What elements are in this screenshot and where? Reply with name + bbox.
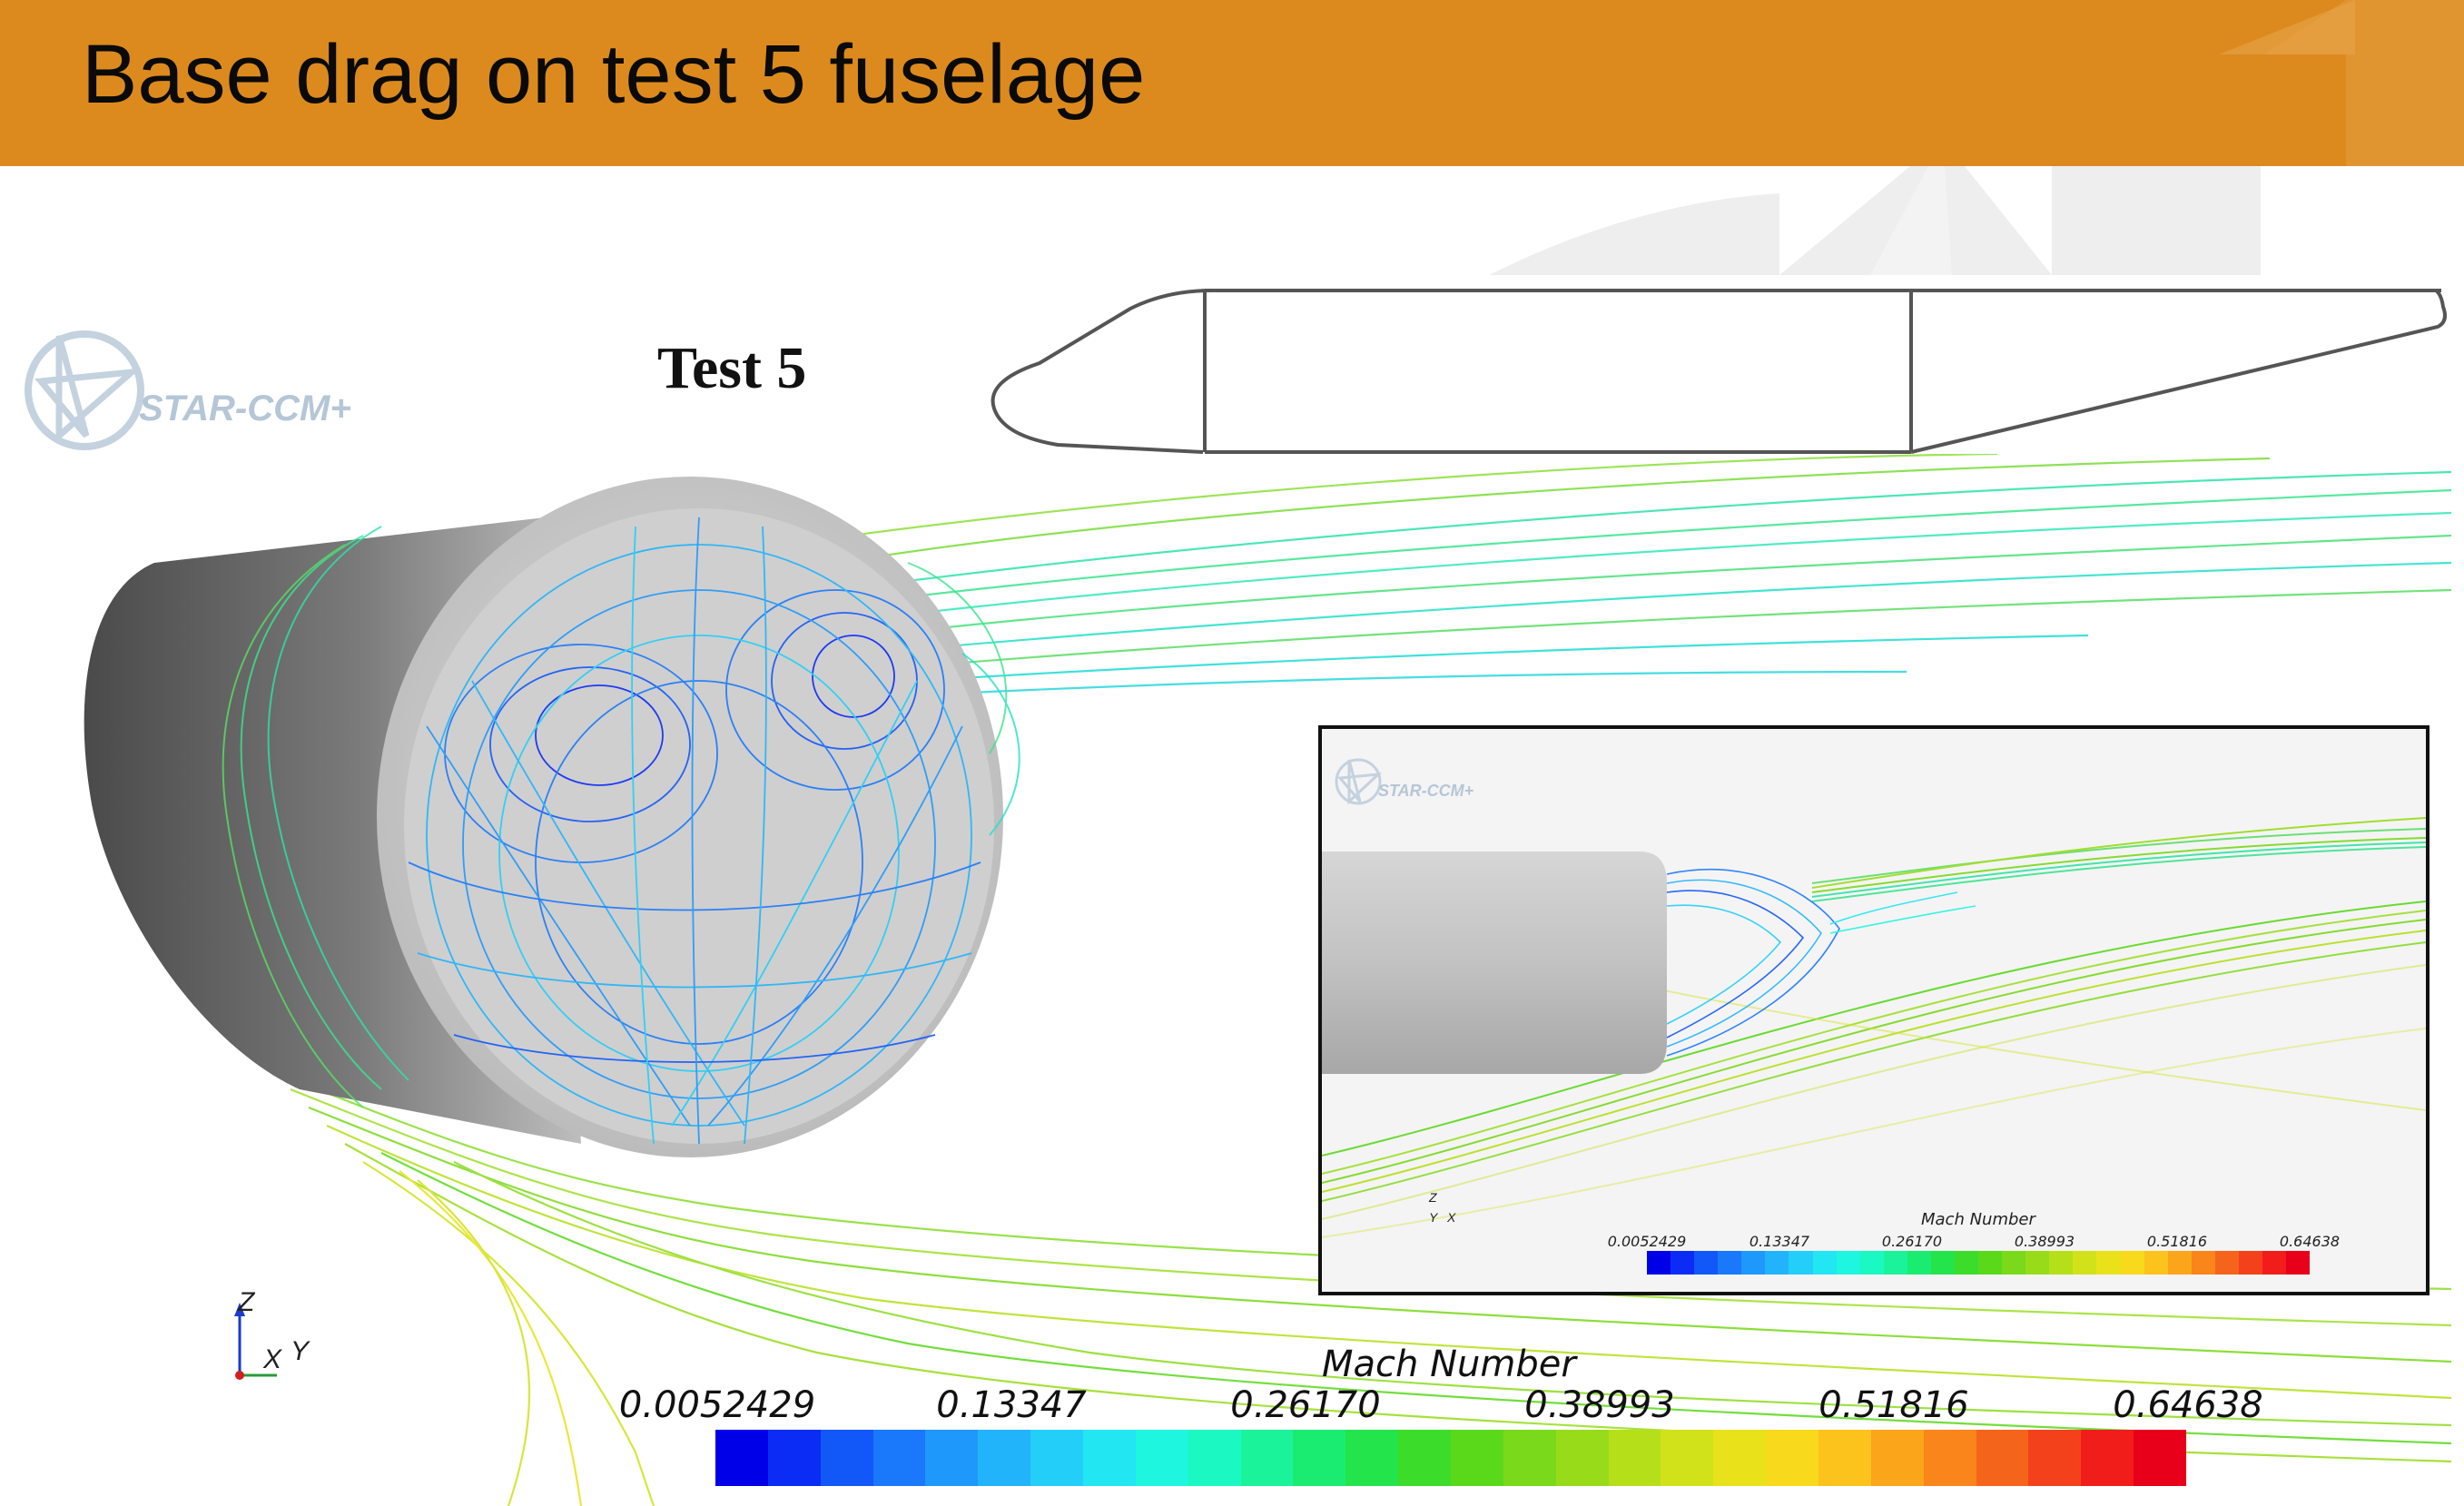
inset-colorbar-segment [2025, 1251, 2050, 1275]
colorbar-segment [1870, 1430, 1924, 1486]
inset-axis-y-label: Y [1429, 1210, 1438, 1225]
colorbar-segment [978, 1430, 1031, 1486]
inset-colorbar-segment [2262, 1251, 2287, 1275]
inset-axis-z-label: Z [1429, 1190, 1437, 1205]
background-watermark [1489, 166, 2261, 275]
mach-colorbar [715, 1430, 2187, 1486]
inset-mach-colorbar [1647, 1251, 2311, 1275]
colorbar-segment [2028, 1430, 2082, 1486]
colorbar-segment [872, 1430, 926, 1486]
inset-colorbar-segment [2238, 1251, 2263, 1275]
colorbar-segment [1818, 1430, 1871, 1486]
colorbar-segment [767, 1430, 821, 1486]
inset-colorbar-segment [1765, 1251, 1789, 1275]
colorbar-segment [715, 1430, 768, 1486]
fuselage-outline [991, 289, 2447, 454]
colorbar-segment [1398, 1430, 1452, 1486]
arrow-watermark-icon [2219, 0, 2464, 166]
inset-colorbar-segment [1883, 1251, 1907, 1275]
starccm-logo: STAR-CCM+ [23, 327, 368, 454]
slide-title: Base drag on test 5 fuselage [82, 28, 1146, 121]
colorbar-segment [1766, 1430, 1819, 1486]
inset-colorbar-segment [2144, 1251, 2168, 1275]
colorbar-segment [1661, 1430, 1714, 1486]
inset-colorbar-segment [2073, 1251, 2097, 1275]
fuselage-base-cylinder [84, 477, 1003, 1157]
legend-tick-label: 0.64638 [2113, 1384, 2263, 1426]
inset-starccm-logo-icon [1335, 758, 1383, 805]
colorbar-segment [1555, 1430, 1609, 1486]
colorbar-segment [1188, 1430, 1241, 1486]
inset-colorbar-segment [1930, 1251, 1956, 1275]
colorbar-segment [1923, 1430, 1976, 1486]
inset-colorbar-segment [1694, 1251, 1719, 1275]
inset-flow-visualization [1322, 729, 2426, 1292]
colorbar-segment [1713, 1430, 1767, 1486]
colorbar-segment [2134, 1430, 2187, 1486]
inset-legend-title: Mach Number [1921, 1210, 2035, 1229]
colorbar-segment [925, 1430, 979, 1486]
slide-header: Base drag on test 5 fuselage [0, 0, 2464, 166]
edge-streamlines [222, 526, 1020, 1108]
inset-colorbar-segment [2120, 1251, 2144, 1275]
axis-z-label: Z [238, 1287, 255, 1317]
inset-colorbar-segment [2191, 1251, 2215, 1275]
inset-legend-tick-label: 0.13347 [1749, 1233, 1810, 1250]
inset-colorbar-segment [2214, 1251, 2239, 1275]
legend-tick-label: 0.13347 [936, 1384, 1087, 1426]
inset-colorbar-segment [2096, 1251, 2121, 1275]
inset-axis-x-label: X [1447, 1210, 1456, 1225]
base-vortex-streamlines [408, 517, 981, 1145]
inset-colorbar-segment [1671, 1251, 1695, 1275]
axis-x-label: X [263, 1344, 282, 1374]
inset-colorbar-segment [1718, 1251, 1742, 1275]
inset-legend-tick-label: 0.51816 [2146, 1233, 2208, 1250]
inset-colorbar-segment [1978, 1251, 2003, 1275]
inset-colorbar-segment [1907, 1251, 1931, 1275]
colorbar-segment [1976, 1430, 2029, 1486]
inset-legend-tick-label: 0.0052429 [1607, 1233, 1687, 1250]
inset-colorbar-segment [1647, 1251, 1671, 1275]
inset-logo-text: STAR-CCM+ [1378, 782, 1474, 800]
colorbar-segment [1503, 1430, 1556, 1486]
colorbar-segment [1345, 1430, 1399, 1486]
inset-colorbar-segment [2167, 1251, 2192, 1275]
colorbar-segment [1293, 1430, 1346, 1486]
inset-legend-tick-label: 0.38993 [2014, 1233, 2075, 1250]
colorbar-segment [1083, 1430, 1136, 1486]
legend-tick-label: 0.38993 [1524, 1384, 1675, 1426]
colorbar-segment [1608, 1430, 1661, 1486]
colorbar-segment [820, 1430, 873, 1486]
inset-colorbar-segment [2002, 1251, 2026, 1275]
inset-colorbar-segment [2286, 1251, 2311, 1275]
schematic-label: Test 5 [657, 335, 807, 401]
inset-colorbar-segment [1789, 1251, 1813, 1275]
inset-side-view: STAR-CCM+ Z Y X Mach Number 0.0052429 0.1… [1318, 725, 2430, 1295]
inset-legend-tick-label: 0.64638 [2279, 1233, 2341, 1250]
colorbar-segment [2081, 1430, 2134, 1486]
inset-colorbar-segment [1836, 1251, 1860, 1275]
inset-colorbar-segment [1955, 1251, 1979, 1275]
starccm-logo-icon [25, 330, 144, 450]
legend-tick-label: 0.0052429 [618, 1384, 816, 1426]
axis-y-label: Y [291, 1336, 310, 1366]
legend-tick-label: 0.51816 [1818, 1384, 1969, 1426]
legend-tick-label: 0.26170 [1230, 1384, 1381, 1426]
axis-triad-icon [234, 1303, 277, 1380]
logo-text: STAR-CCM+ [139, 389, 351, 428]
inset-colorbar-segment [1812, 1251, 1837, 1275]
inset-colorbar-segment [2049, 1251, 2074, 1275]
legend-title: Mach Number [1322, 1344, 1576, 1385]
colorbar-segment [1030, 1430, 1084, 1486]
colorbar-segment [1135, 1430, 1188, 1486]
inset-colorbar-segment [1741, 1251, 1766, 1275]
wake-streamlines-upper [816, 454, 2452, 701]
colorbar-segment [1451, 1430, 1503, 1486]
main-flow-visualization [84, 454, 2452, 1506]
inset-legend-tick-label: 0.26170 [1881, 1233, 1943, 1250]
inset-colorbar-segment [1859, 1251, 1884, 1275]
colorbar-segment [1240, 1430, 1294, 1486]
